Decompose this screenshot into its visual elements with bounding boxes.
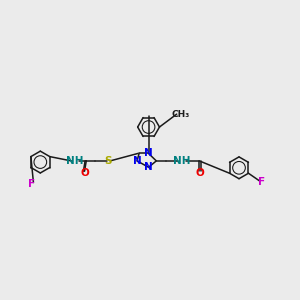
Text: N: N (144, 162, 153, 172)
Text: NH: NH (66, 156, 83, 166)
Text: F: F (28, 179, 35, 189)
Text: S: S (105, 156, 112, 166)
Text: CH₃: CH₃ (171, 110, 189, 118)
Text: O: O (80, 168, 89, 178)
Text: F: F (258, 177, 265, 187)
Text: O: O (195, 168, 204, 178)
Text: N: N (133, 156, 142, 166)
Text: N: N (144, 148, 153, 158)
Text: NH: NH (173, 156, 190, 166)
